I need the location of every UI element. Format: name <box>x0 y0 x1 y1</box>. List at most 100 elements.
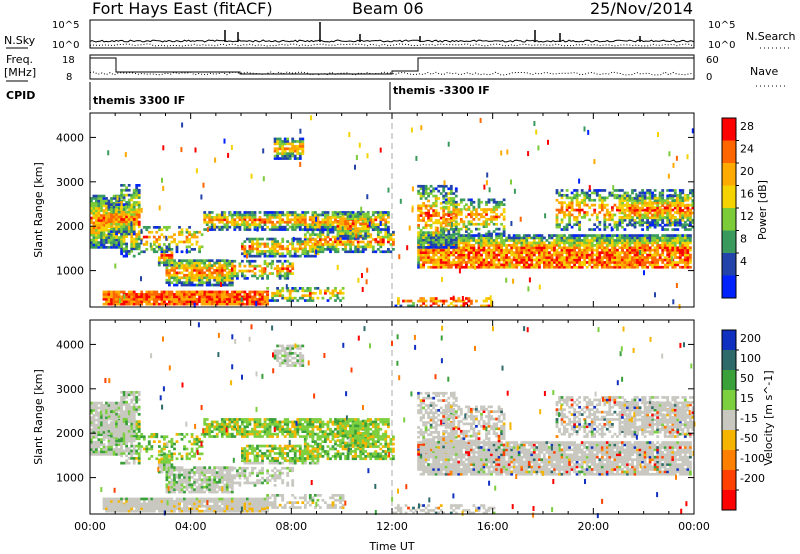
range-gate-cell <box>565 241 569 245</box>
range-gate-cell <box>384 213 388 217</box>
range-gate-cell <box>616 253 619 257</box>
range-gate-cell <box>641 216 644 220</box>
range-gate-cell <box>678 189 682 192</box>
range-gate-cell <box>107 222 111 226</box>
range-gate-cell <box>319 213 322 217</box>
range-gate-cell <box>467 208 471 211</box>
range-gate-cell <box>585 211 589 214</box>
range-gate-cell <box>97 214 101 217</box>
range-gate-cell <box>490 210 493 214</box>
range-gate-cell <box>394 304 398 308</box>
range-gate-cell <box>517 261 521 264</box>
range-gate-cell <box>281 154 285 158</box>
range-gate-cell <box>578 208 581 212</box>
range-gate-cell <box>243 274 247 278</box>
range-gate-cell <box>261 295 264 299</box>
range-gate-cell <box>228 225 232 229</box>
range-gate-cell <box>188 297 191 301</box>
range-gate-cell <box>636 204 639 207</box>
range-gate-cell <box>268 228 272 231</box>
range-gate-cell <box>515 236 519 240</box>
range-gate-cell <box>633 225 637 229</box>
range-gate-cell <box>575 194 579 197</box>
range-gate-cell <box>651 263 654 267</box>
range-gate-cell <box>565 239 569 242</box>
range-gate-cell <box>628 261 632 264</box>
range-gate-cell <box>283 272 287 275</box>
range-gate-cell <box>374 228 378 231</box>
range-gate-cell <box>341 211 345 214</box>
range-gate-cell <box>477 261 481 264</box>
range-gate-cell <box>686 253 690 257</box>
range-gate-cell <box>168 297 171 301</box>
range-gate-cell <box>251 274 254 278</box>
range-gate-cell <box>336 240 340 244</box>
range-gate-cell <box>100 204 103 208</box>
range-gate-cell <box>558 263 561 267</box>
range-gate-cell <box>608 248 612 252</box>
range-gate-cell <box>613 203 617 207</box>
range-gate-cell <box>444 184 448 188</box>
range-gate-cell <box>379 230 383 234</box>
range-gate-cell <box>263 218 267 222</box>
range-gate-cell <box>454 222 458 226</box>
range-gate-cell <box>422 263 425 267</box>
range-gate-cell <box>286 277 290 280</box>
range-gate-cell <box>281 289 285 293</box>
range-gate-cell <box>193 297 196 301</box>
range-gate-cell <box>173 295 176 299</box>
range-gate-cell <box>215 281 219 284</box>
range-gate-cell <box>570 244 574 247</box>
range-gate-cell <box>628 263 632 267</box>
range-gate-cell <box>92 228 96 232</box>
range-gate-cell <box>454 227 458 231</box>
range-gate-cell <box>225 259 229 262</box>
range-gate-cell <box>628 204 632 207</box>
range-gate-cell <box>301 147 305 151</box>
range-gate-cell <box>605 236 609 240</box>
range-gate-cell <box>588 263 592 267</box>
range-gate-cell <box>666 220 670 224</box>
range-gate-cell <box>125 254 128 258</box>
range-gate-cell <box>575 223 579 226</box>
range-gate-cell <box>417 244 420 247</box>
range-gate-cell <box>608 256 612 259</box>
range-gate-cell <box>183 302 186 306</box>
range-gate-cell <box>585 213 589 217</box>
range-gate-cell <box>90 197 93 200</box>
range-gate-cell <box>555 191 559 195</box>
range-gate-cell <box>208 216 212 219</box>
range-gate-cell <box>427 244 430 247</box>
range-gate-cell <box>190 276 194 280</box>
range-gate-cell <box>492 258 496 262</box>
range-gate-cell <box>442 299 446 303</box>
range-gate-cell <box>686 236 690 240</box>
range-gate-cell <box>361 227 365 230</box>
range-gate-cell <box>253 213 257 217</box>
range-gate-cell <box>651 253 654 257</box>
range-gate-cell <box>200 266 204 270</box>
range-gate-cell <box>613 244 617 247</box>
range-gate-cell <box>344 217 347 221</box>
range-gate-cell <box>371 223 375 226</box>
range-gate-cell <box>286 296 290 300</box>
range-gate-cell <box>517 246 521 250</box>
range-gate-cell <box>520 265 524 269</box>
range-gate-cell <box>543 263 546 267</box>
freq-unit: [MHz] <box>4 66 36 79</box>
range-gate-cell <box>530 251 534 254</box>
range-gate-cell <box>220 273 224 277</box>
range-gate-cell <box>570 253 574 257</box>
range-gate-cell <box>293 237 297 241</box>
range-gate-cell <box>314 223 317 226</box>
range-gate-cell <box>475 213 478 216</box>
range-gate-cell <box>306 237 310 241</box>
range-gate-cell <box>618 241 622 245</box>
range-gate-cell <box>112 218 116 221</box>
range-gate-cell <box>595 265 599 269</box>
range-gate-cell <box>112 226 116 230</box>
range-gate-cell <box>165 253 169 257</box>
range-gate-cell <box>266 264 269 268</box>
range-gate-cell <box>439 251 443 254</box>
range-gate-cell <box>424 197 428 200</box>
